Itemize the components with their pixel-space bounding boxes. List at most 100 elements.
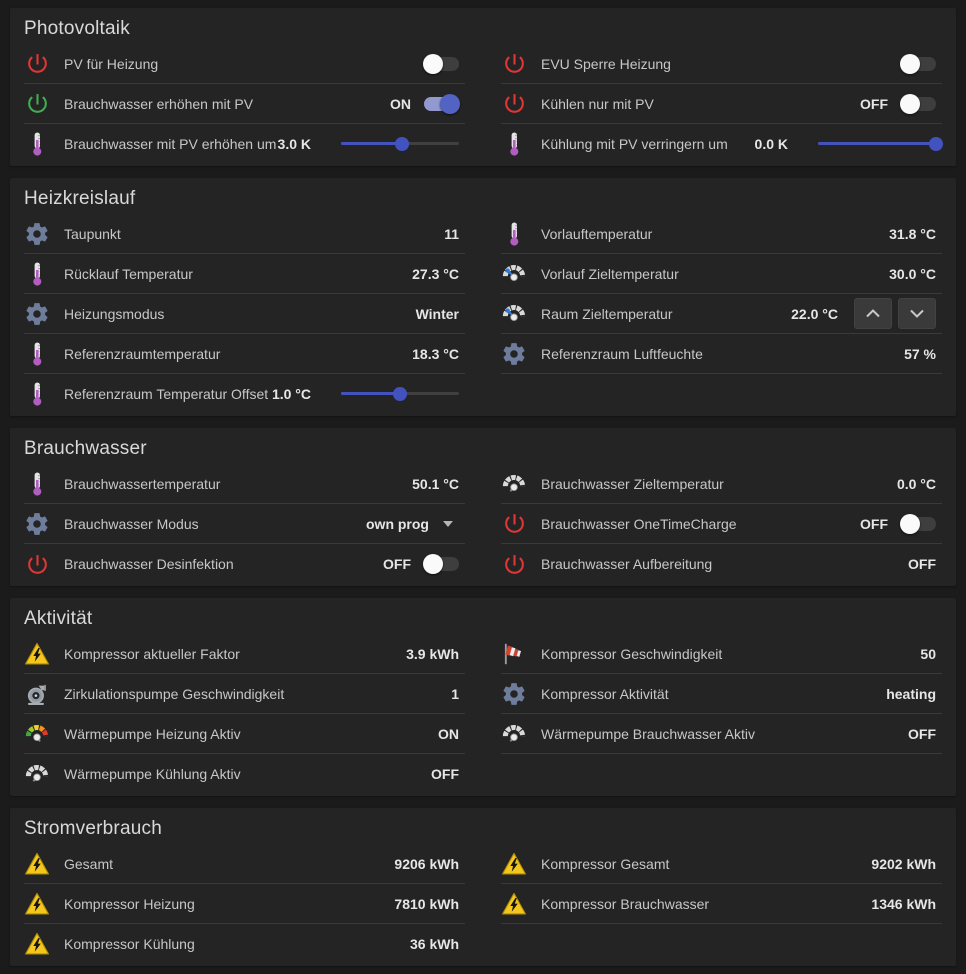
row-vorlauftemperatur[interactable]: Vorlauftemperatur 31.8 °C [501,214,942,254]
toggle-switch[interactable] [424,93,460,114]
column-left: PV für Heizung Brauchwasser erhöhen mit … [24,44,465,164]
gauge-gray-icon [24,761,50,787]
section-title: Stromverbrauch [24,818,162,839]
row-label: Kompressor Brauchwasser [541,895,710,912]
row-label: Kompressor aktueller Faktor [64,645,240,662]
decrease-button[interactable] [898,298,936,329]
row-label: Raum Zieltemperatur [541,305,673,322]
row-referenzraum-temperatur-offset[interactable]: Referenzraum Temperatur Offset 1.0 °C [24,374,465,414]
row-rücklauf-temperatur[interactable]: Rücklauf Temperatur 27.3 °C [24,254,465,294]
row-brauchwasser-modus[interactable]: Brauchwasser Modus own prog [24,504,465,544]
row-value: OFF [908,556,936,572]
row-label: EVU Sperre Heizung [541,55,671,72]
row-label: Gesamt [64,855,114,872]
chevron-up-icon [865,306,881,321]
power-red-icon [24,51,50,77]
row-label: PV für Heizung [64,55,159,72]
toggle-knob[interactable] [900,513,920,534]
row-brauchwasser-erhöhen-mit-pv[interactable]: Brauchwasser erhöhen mit PV ON [24,84,465,124]
row-referenzraum-luftfeuchte[interactable]: Referenzraum Luftfeuchte 57 % [501,334,942,374]
row-pv-für-heizung[interactable]: PV für Heizung [24,44,465,84]
card-aktivität: Aktivität Kompressor aktueller Faktor 3.… [10,598,956,796]
slider-knob[interactable] [395,136,410,151]
row-brauchwasser-onetimecharge[interactable]: Brauchwasser OneTimeCharge OFF [501,504,942,544]
column-left: Kompressor aktueller Faktor 3.9 kWh Zirk… [24,634,465,794]
toggle-knob[interactable] [900,93,920,114]
row-value: 1346 kWh [871,895,936,912]
row-kompressor-aktivität[interactable]: Kompressor Aktivität heating [501,674,942,714]
toggle-switch[interactable] [900,93,936,114]
row-label: Wärmepumpe Brauchwasser Aktiv [541,725,755,742]
card-stromverbrauch: Stromverbrauch Gesamt 9206 kWh Kompresso… [10,808,956,966]
row-value: 0.0 °C [896,475,936,492]
row-taupunkt[interactable]: Taupunkt 11 [24,214,465,254]
slider-knob[interactable] [929,136,943,151]
thermometer-icon [24,471,50,497]
row-referenzraumtemperatur[interactable]: Referenzraumtemperatur 18.3 °C [24,334,465,374]
row-value: 9206 kWh [394,855,459,872]
row-value: 30.0 °C [889,265,936,282]
gear-icon [24,301,50,327]
slider[interactable] [341,384,459,404]
power-red-icon [24,551,50,577]
card-grid: Brauchwassertemperatur 50.1 °C Brauchwas… [24,464,942,584]
slider-fill [341,142,403,145]
increase-button[interactable] [854,298,892,329]
row-label: Rücklauf Temperatur [64,265,193,282]
row-wärmepumpe-kühlung-aktiv[interactable]: Wärmepumpe Kühlung Aktiv OFF [24,754,465,794]
row-brauchwasser-aufbereitung[interactable]: Brauchwasser Aufbereitung OFF [501,544,942,584]
toggle-knob[interactable] [900,53,920,74]
warning-icon [24,641,50,667]
row-gesamt[interactable]: Gesamt 9206 kWh [24,844,465,884]
toggle-switch[interactable] [900,513,936,534]
toggle-state-label: OFF [860,95,888,112]
slider[interactable] [818,134,943,154]
toggle-knob[interactable] [440,93,460,114]
row-zirkulationspumpe-geschwindigkeit[interactable]: Zirkulationspumpe Geschwindigkeit 1 [24,674,465,714]
row-wärmepumpe-brauchwasser-aktiv[interactable]: Wärmepumpe Brauchwasser Aktiv OFF [501,714,942,754]
row-kompressor-brauchwasser[interactable]: Kompressor Brauchwasser 1346 kWh [501,884,942,924]
warning-icon [24,931,50,957]
slider-knob[interactable] [393,386,407,401]
mode-select[interactable]: own prog [366,516,459,532]
toggle-switch[interactable] [423,53,459,74]
row-label: Brauchwasser OneTimeCharge [541,515,737,532]
card-brauchwasser: Brauchwasser Brauchwassertemperatur 50.1… [10,428,956,586]
slider[interactable] [341,134,459,154]
row-label: Heizungsmodus [64,305,165,322]
row-label: Brauchwasser Aufbereitung [541,556,713,572]
row-kompressor-heizung[interactable]: Kompressor Heizung 7810 kWh [24,884,465,924]
row-raum-zieltemperatur[interactable]: Raum Zieltemperatur 22.0 °C [501,294,942,334]
row-kompressor-kühlung[interactable]: Kompressor Kühlung 36 kWh [24,924,465,964]
row-kompressor-gesamt[interactable]: Kompressor Gesamt 9202 kWh [501,844,942,884]
row-brauchwassertemperatur[interactable]: Brauchwassertemperatur 50.1 °C [24,464,465,504]
toggle-knob[interactable] [423,53,443,74]
row-evu-sperre-heizung[interactable]: EVU Sperre Heizung [501,44,942,84]
row-kühlen-nur-mit-pv[interactable]: Kühlen nur mit PV OFF [501,84,942,124]
row-value: OFF [431,766,459,782]
row-label: Wärmepumpe Heizung Aktiv [64,725,241,742]
row-wärmepumpe-heizung-aktiv[interactable]: Wärmepumpe Heizung Aktiv ON [24,714,465,754]
row-vorlauf-zieltemperatur[interactable]: Vorlauf Zieltemperatur 30.0 °C [501,254,942,294]
gear-icon [501,681,527,707]
row-kompressor-aktueller-faktor[interactable]: Kompressor aktueller Faktor 3.9 kWh [24,634,465,674]
thermometer-icon [24,261,50,287]
row-brauchwasser-desinfektion[interactable]: Brauchwasser Desinfektion OFF [24,544,465,584]
toggle-switch[interactable] [900,53,936,74]
row-brauchwasser-mit-pv-erhöhen-um[interactable]: Brauchwasser mit PV erhöhen um 3.0 K [24,124,465,164]
power-green-icon [24,91,50,117]
toggle-switch[interactable] [423,554,459,574]
gauge-blue-icon [501,301,527,327]
slider-fill [341,392,400,395]
row-kompressor-geschwindigkeit[interactable]: Kompressor Geschwindigkeit 50 [501,634,942,674]
row-heizungsmodus[interactable]: Heizungsmodus Winter [24,294,465,334]
row-kühlung-mit-pv-verringern-um[interactable]: Kühlung mit PV verringern um 0.0 K [501,124,943,164]
column-right: EVU Sperre Heizung Kühlen nur mit PV OFF… [501,44,943,164]
section-title: Aktivität [24,608,93,629]
row-brauchwasser-zieltemperatur[interactable]: Brauchwasser Zieltemperatur 0.0 °C [501,464,942,504]
stepper-value: 22.0 °C [791,305,838,322]
slider-fill [818,142,936,145]
row-value: 50.1 °C [412,475,459,492]
toggle-knob[interactable] [423,554,443,574]
